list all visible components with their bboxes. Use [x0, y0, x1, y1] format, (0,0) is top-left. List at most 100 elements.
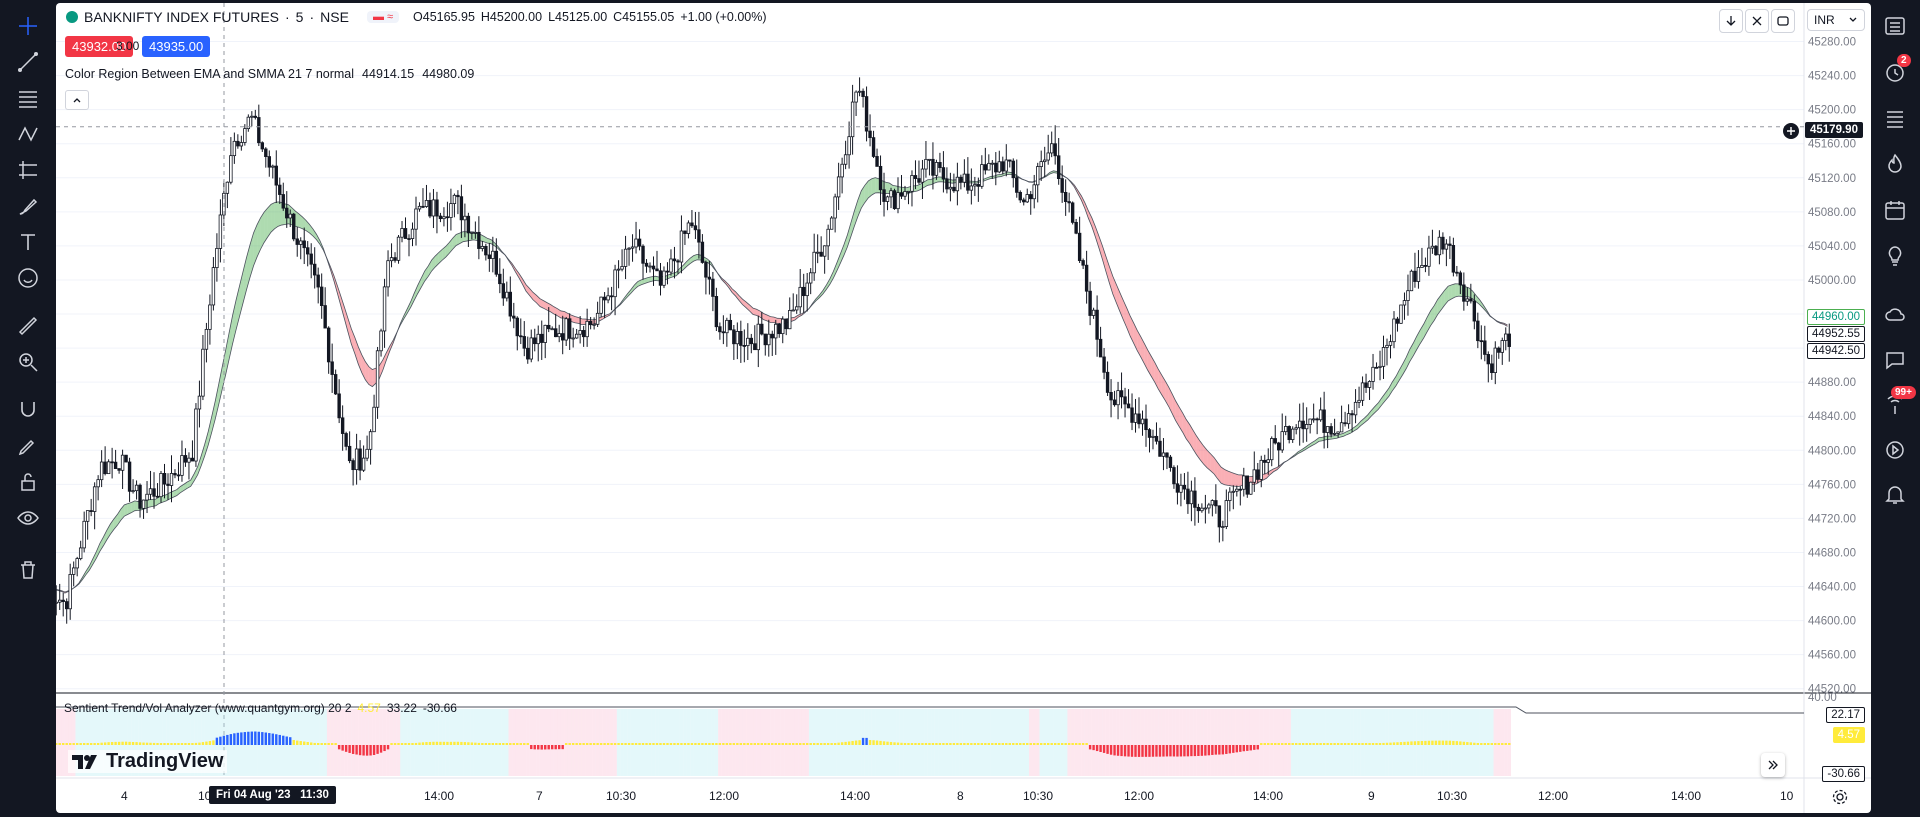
- sub-bg-tint: [508, 709, 513, 776]
- hist-bar: [725, 743, 729, 745]
- ema-smma-region: [1151, 356, 1155, 383]
- spread-value: 3.00: [116, 39, 140, 53]
- candle-body: [445, 216, 450, 219]
- tradingview-logo[interactable]: TradingView: [68, 750, 228, 773]
- hotlists-button[interactable]: [1877, 146, 1913, 182]
- stay-drawing-button[interactable]: [10, 428, 46, 464]
- remove-drawings-button[interactable]: [10, 552, 46, 588]
- sub-bg-tint: [1172, 709, 1176, 776]
- ema-smma-region: [421, 271, 425, 288]
- zoom-tool-button[interactable]: [10, 344, 46, 380]
- lock-drawings-button[interactable]: [10, 464, 46, 500]
- candle-body: [980, 164, 984, 187]
- pattern-tool-button[interactable]: [10, 116, 46, 152]
- chart-settings-button[interactable]: [1831, 788, 1849, 806]
- hist-bar: [966, 743, 970, 745]
- sell-button[interactable]: 43932.00: [65, 36, 134, 57]
- crosshair-tool-button[interactable]: [10, 8, 46, 44]
- hist-bar: [886, 741, 889, 745]
- ema-smma-region: [354, 337, 359, 365]
- candle-body: [697, 229, 701, 243]
- ruler-tool-button[interactable]: [10, 308, 46, 344]
- symbol-name[interactable]: BANKNIFTY INDEX FUTURES: [84, 9, 279, 25]
- ema-smma-region: [253, 224, 258, 266]
- ema-smma-region: [208, 416, 212, 446]
- chat-icon: [1886, 352, 1904, 370]
- ema-smma-region: [1357, 421, 1361, 429]
- sub-bg-tint: [484, 709, 488, 776]
- sub-bg-tint: [798, 709, 802, 776]
- magnet-tool-button[interactable]: [10, 392, 46, 428]
- price-label-3: 44942.50: [1807, 343, 1865, 359]
- hist-bar: [690, 743, 694, 745]
- candle-body: [306, 247, 310, 255]
- sub-bg-tint: [1140, 709, 1145, 776]
- candle-body: [756, 323, 760, 351]
- indicator-legend-main[interactable]: Color Region Between EMA and SMMA 21 7 n…: [65, 67, 474, 81]
- scroll-down-button[interactable]: [1719, 9, 1743, 33]
- alerts-button[interactable]: [1877, 54, 1913, 90]
- bell-button[interactable]: [1877, 476, 1913, 512]
- sub-value-1: 4.57: [357, 701, 381, 715]
- candlestick-chart[interactable]: 45280.0045240.0045200.0045160.0045120.00…: [56, 3, 1871, 813]
- ema-smma-region: [1154, 362, 1159, 389]
- hist-bar: [149, 742, 152, 745]
- hist-bar: [753, 743, 756, 745]
- calendar-button[interactable]: [1877, 192, 1913, 228]
- ema-smma-region: [1133, 323, 1138, 351]
- hist-bar: [1127, 745, 1130, 757]
- ema-smma-region: [1161, 375, 1166, 401]
- symbol-interval[interactable]: 5: [295, 9, 304, 25]
- brush-tool-button[interactable]: [10, 188, 46, 224]
- hist-bar: [526, 743, 529, 745]
- magnet-icon: [21, 402, 35, 417]
- legend-toggle-buttons[interactable]: ▬ ≈: [366, 11, 400, 23]
- sub-bg-tint: [526, 709, 530, 776]
- crosshair-add-button[interactable]: [1783, 123, 1799, 139]
- eye-icon: [17, 511, 39, 525]
- scroll-realtime-button[interactable]: [1761, 753, 1785, 777]
- chart-pane[interactable]: 45280.00 45240.00 45200.00 45160.00 45120.00…: [56, 3, 1871, 813]
- hist-bar: [505, 743, 509, 745]
- chats-button[interactable]: [1877, 342, 1913, 378]
- candle-body: [1490, 363, 1494, 374]
- hist-bar: [952, 743, 956, 745]
- sub-bg-tint: [917, 709, 921, 776]
- sub-bg-tint: [1168, 709, 1173, 776]
- maximize-pane-button[interactable]: [1771, 9, 1795, 33]
- fib-tool-button[interactable]: [10, 80, 46, 116]
- collapse-legend-button[interactable]: [65, 90, 89, 110]
- collapse-pane-button[interactable]: [1745, 9, 1769, 33]
- buy-button[interactable]: 43935.00: [142, 36, 211, 57]
- indicator-legend-sub[interactable]: Sentient Trend/Vol Analyzer (www.quantgy…: [64, 701, 457, 715]
- streams-button[interactable]: [1877, 296, 1913, 332]
- ideas-button[interactable]: [1877, 238, 1913, 274]
- candle-body: [819, 251, 823, 257]
- sub-bg-tint: [1154, 709, 1159, 776]
- trend-line-tool-button[interactable]: [10, 44, 46, 80]
- indicator-name[interactable]: Color Region Between EMA and SMMA 21 7 n…: [65, 67, 355, 81]
- ema-smma-region: [1091, 217, 1096, 237]
- hist-bar: [296, 740, 299, 745]
- replay-button[interactable]: [1877, 432, 1913, 468]
- prediction-tool-button[interactable]: [10, 152, 46, 188]
- candle-body: [410, 228, 415, 239]
- emoji-tool-button[interactable]: [10, 260, 46, 296]
- ema-smma-region: [1437, 294, 1442, 315]
- ema-smma-region: [487, 238, 492, 244]
- currency-select[interactable]: INR: [1807, 9, 1865, 31]
- sub-indicator-name[interactable]: Sentient Trend/Vol Analyzer (www.quantgy…: [64, 701, 352, 715]
- candle-body: [683, 230, 687, 234]
- candle-body: [1483, 340, 1487, 355]
- ema-smma-region: [1109, 266, 1113, 294]
- candle-body: [798, 286, 802, 308]
- watchlist-button[interactable]: [1877, 8, 1913, 44]
- data-window-button[interactable]: [1877, 100, 1913, 136]
- text-tool-button[interactable]: [10, 224, 46, 260]
- candle-body: [791, 309, 795, 312]
- hide-drawings-button[interactable]: [10, 500, 46, 536]
- hist-bar: [1137, 745, 1141, 757]
- ema-smma-region: [106, 524, 111, 540]
- ema-smma-region: [1392, 376, 1396, 391]
- hist-bar: [1392, 742, 1396, 745]
